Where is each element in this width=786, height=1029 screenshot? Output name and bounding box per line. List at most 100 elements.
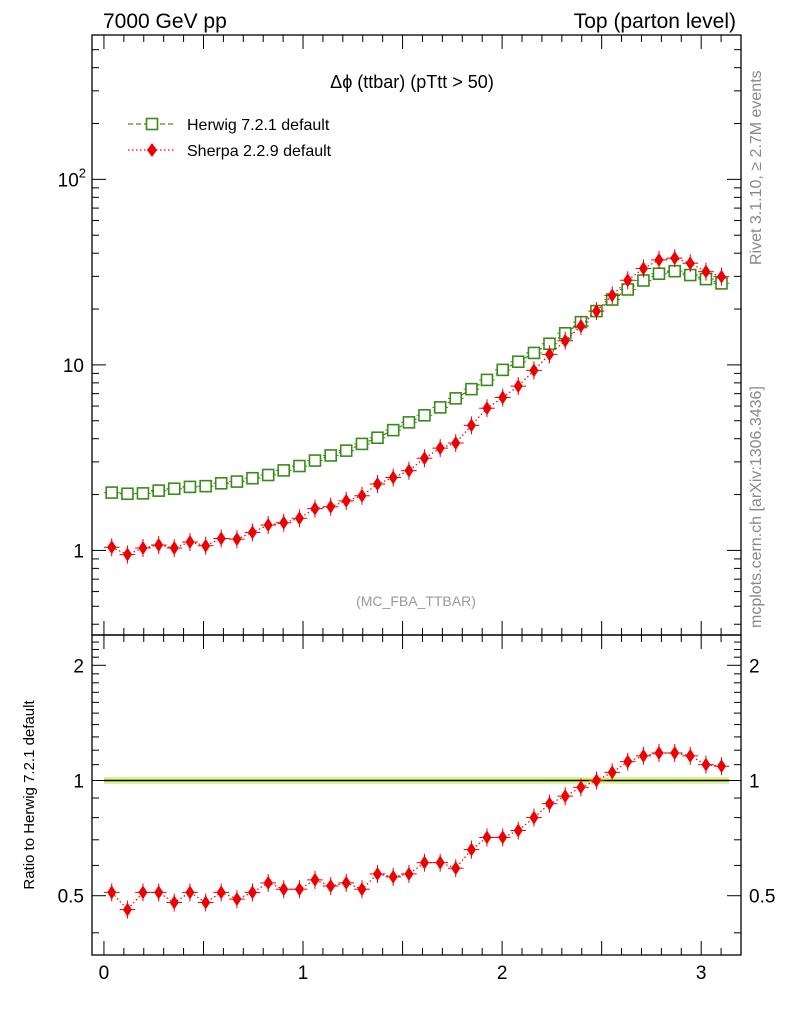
ratio-data-point (341, 875, 351, 890)
herwig-data-point (668, 264, 682, 278)
ratio-data-point (638, 748, 648, 763)
herwig-data-point (449, 392, 463, 405)
x-tick-label: 2 (497, 963, 508, 984)
ratio-data-point (326, 879, 336, 894)
herwig-data-point (465, 382, 478, 396)
sherpa-data-point (294, 511, 304, 526)
ratio-data-point (482, 830, 492, 845)
sherpa-data-point (341, 493, 351, 508)
ratio-data-point (232, 892, 242, 907)
herwig-series-line (111, 270, 722, 495)
ratio-series-line (111, 752, 722, 911)
sherpa-data-point (513, 379, 523, 394)
header-right-label: Top (parton level) (574, 10, 736, 33)
herwig-data-point (230, 475, 244, 488)
sherpa-data-point (654, 252, 664, 267)
sherpa-data-point (701, 264, 711, 279)
sherpa-data-point (247, 525, 257, 540)
ratio-data-point (310, 872, 320, 887)
sherpa-data-point (388, 470, 398, 485)
ratio-y-tick-label-right: 0.5 (749, 887, 775, 908)
herwig-data-point (371, 431, 384, 445)
herwig-data-point (496, 363, 510, 377)
ratio-data-point (138, 885, 148, 900)
herwig-data-point (480, 373, 494, 387)
ratio-data-point (122, 902, 132, 917)
ratio-data-point (372, 866, 382, 881)
herwig-data-point (386, 423, 400, 437)
herwig-data-point (418, 408, 431, 422)
sherpa-data-point (357, 488, 367, 503)
herwig-data-point (324, 449, 337, 462)
sherpa-data-point (107, 540, 117, 555)
ratio-data-point (294, 882, 304, 897)
sherpa-data-point (138, 541, 148, 556)
ratio-y-tick-label: 1 (73, 772, 84, 793)
sherpa-data-point (216, 531, 226, 546)
ratio-data-point (685, 748, 695, 763)
x-tick-label: 3 (696, 963, 707, 984)
sherpa-data-point (623, 273, 633, 288)
herwig-data-point (152, 484, 165, 497)
ratio-data-point (451, 861, 461, 876)
herwig-data-point (121, 487, 134, 501)
main-y-tick-label: 102 (58, 165, 86, 191)
sherpa-data-point (201, 538, 211, 553)
herwig-data-point (246, 471, 259, 485)
herwig-data-point (355, 437, 369, 451)
x-tick-label: 1 (298, 963, 309, 984)
ratio-y-tick-label: 0.5 (58, 887, 84, 908)
herwig-data-point (183, 480, 197, 494)
sherpa-data-point (451, 436, 461, 451)
sherpa-data-point (591, 304, 601, 319)
sherpa-data-point (576, 319, 586, 334)
legend-herwig-label: Herwig 7.2.1 default (187, 117, 330, 134)
sherpa-data-point (404, 463, 414, 478)
ratio-data-point (247, 885, 257, 900)
main-plot-title: Δϕ (ttbar) (pTtt > 50) (330, 72, 494, 92)
herwig-data-point (652, 267, 666, 281)
herwig-data-point (511, 355, 525, 369)
sherpa-data-point (482, 401, 492, 416)
sherpa-data-point (372, 477, 382, 492)
sherpa-data-point (419, 451, 429, 466)
main-y-tick-label: 10 (63, 356, 84, 377)
ratio-data-point (357, 882, 367, 897)
herwig-data-point (293, 459, 306, 473)
herwig-data-point (339, 444, 353, 457)
sherpa-data-point (544, 347, 554, 362)
mcplots-credit-label: mcplots.cern.ch [arXiv:1306.3436] (748, 386, 765, 628)
sherpa-data-point (498, 390, 508, 405)
herwig-data-point (199, 479, 212, 493)
herwig-data-point (136, 487, 150, 500)
herwig-data-point (167, 482, 181, 496)
ratio-data-point (419, 855, 429, 870)
ratio-data-point (701, 757, 711, 772)
ratio-y-axis-label: Ratio to Herwig 7.2.1 default (21, 700, 38, 890)
legend-herwig-marker (145, 117, 159, 131)
sherpa-data-point (466, 418, 476, 433)
ratio-plot-area: 0 1 2 3 0.5 0.5 1 1 2 2 (58, 634, 775, 984)
rivet-version-label: Rivet 3.1.10, ≥ 2.7M events (748, 70, 765, 265)
ratio-data-point (279, 882, 289, 897)
ratio-data-point (107, 885, 117, 900)
herwig-data-point (402, 416, 416, 429)
legend-sherpa-label: Sherpa 2.2.9 default (187, 143, 332, 160)
ratio-data-point (529, 810, 539, 825)
ratio-data-point (404, 866, 414, 881)
herwig-data-point (261, 468, 275, 482)
sherpa-data-point (154, 537, 164, 552)
ratio-y-tick-label-right: 1 (749, 772, 760, 793)
sherpa-data-point (279, 515, 289, 530)
ratio-data-point (607, 765, 617, 780)
ratio-y-tick-label: 2 (73, 656, 84, 677)
ratio-data-point (670, 746, 680, 761)
sherpa-data-point (169, 541, 179, 556)
ratio-data-point (591, 773, 601, 788)
ratio-data-point (623, 754, 633, 769)
herwig-data-point (277, 464, 291, 477)
sherpa-series-line (111, 257, 722, 556)
herwig-data-point (527, 346, 541, 360)
